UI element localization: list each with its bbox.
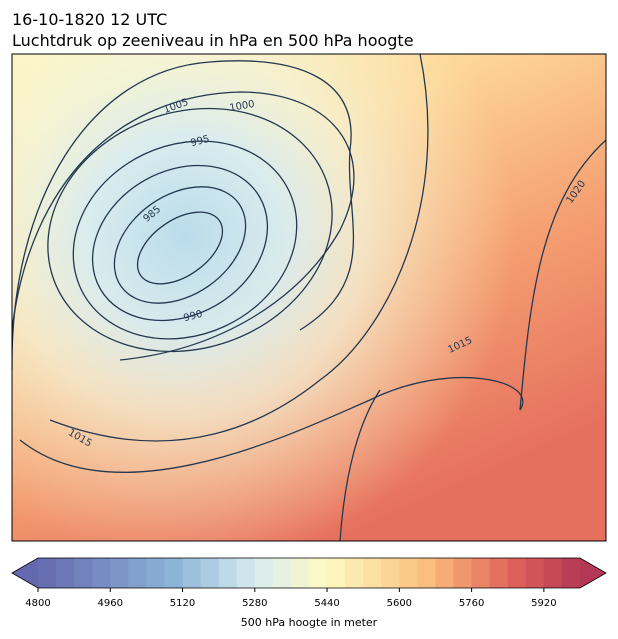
map-frame (11, 53, 607, 542)
colorbar-segment (272, 558, 292, 588)
colorbar-segment (417, 558, 436, 588)
colorbar-tick-label: 5600 (387, 598, 412, 609)
colorbar-segment (561, 558, 581, 588)
title: 16-10-1820 12 UTC (12, 10, 167, 29)
isobar (339, 389, 381, 541)
isobar (91, 164, 269, 322)
colorbar-tick-label: 4960 (98, 598, 123, 609)
map (12, 54, 606, 541)
colorbar-tick-label: 5440 (314, 598, 339, 609)
colorbar-segment (327, 558, 346, 588)
colorbar-segment (489, 558, 509, 588)
colorbar-label: 500 hPa hoogte in meter (241, 616, 378, 629)
subtitle: Luchtdruk op zeeniveau in hPa en 500 hPa… (12, 31, 414, 50)
low-field (12, 54, 606, 541)
colorbar-segment (218, 558, 238, 588)
colorbar-segment (74, 558, 93, 588)
isobar (519, 139, 606, 411)
colorbar-segment (345, 558, 364, 588)
colorbar-segment (543, 558, 563, 588)
colorbar-segment (56, 558, 75, 588)
colorbar-tick-label: 5120 (170, 598, 195, 609)
colorbar-segment (435, 558, 455, 588)
colorbar-segment (182, 558, 202, 588)
colorbar-segment (164, 558, 184, 588)
colorbar-tick-label: 5760 (459, 598, 484, 609)
isobar (19, 376, 524, 473)
colorbar-segment (254, 558, 274, 588)
isobar (12, 60, 355, 370)
contour-label: 1000 (229, 99, 256, 114)
colorbar-segment (290, 558, 310, 588)
colorbar-extend-low (12, 558, 38, 588)
colorbar-segment (146, 558, 165, 588)
colorbar-segment (110, 558, 129, 588)
colorbar-segment (507, 558, 527, 588)
colorbar-segment (309, 558, 328, 588)
colorbar: 4800 4960 5120 5280 5440 5600 5760 5920 (11, 557, 607, 609)
isobar (113, 186, 247, 304)
colorbar-segment (471, 558, 491, 588)
contour-label: 990 (182, 309, 203, 325)
colorbar-segment (363, 558, 382, 588)
colorbar-segment (38, 558, 57, 588)
colorbar-segment (200, 558, 220, 588)
colorbar-extend-high (580, 558, 606, 588)
colorbar-tick-label: 4800 (25, 598, 50, 609)
isobar (49, 54, 429, 442)
colorbar-tick-label: 5280 (242, 598, 267, 609)
colorbar-segment (453, 558, 473, 588)
isobar (12, 91, 355, 361)
colorbar-tick-label: 5920 (531, 598, 556, 609)
isobar (136, 211, 224, 285)
colorbar-segment (399, 558, 418, 588)
colorbar-segment (236, 558, 256, 588)
isobar (47, 107, 333, 353)
colorbar-segment (128, 558, 147, 588)
isobar (72, 140, 298, 340)
colorbar-segment (92, 558, 111, 588)
isobars (12, 54, 606, 541)
contour-label: 995 (189, 134, 210, 150)
colorbar-segment (381, 558, 400, 588)
colorbar-segment (525, 558, 545, 588)
